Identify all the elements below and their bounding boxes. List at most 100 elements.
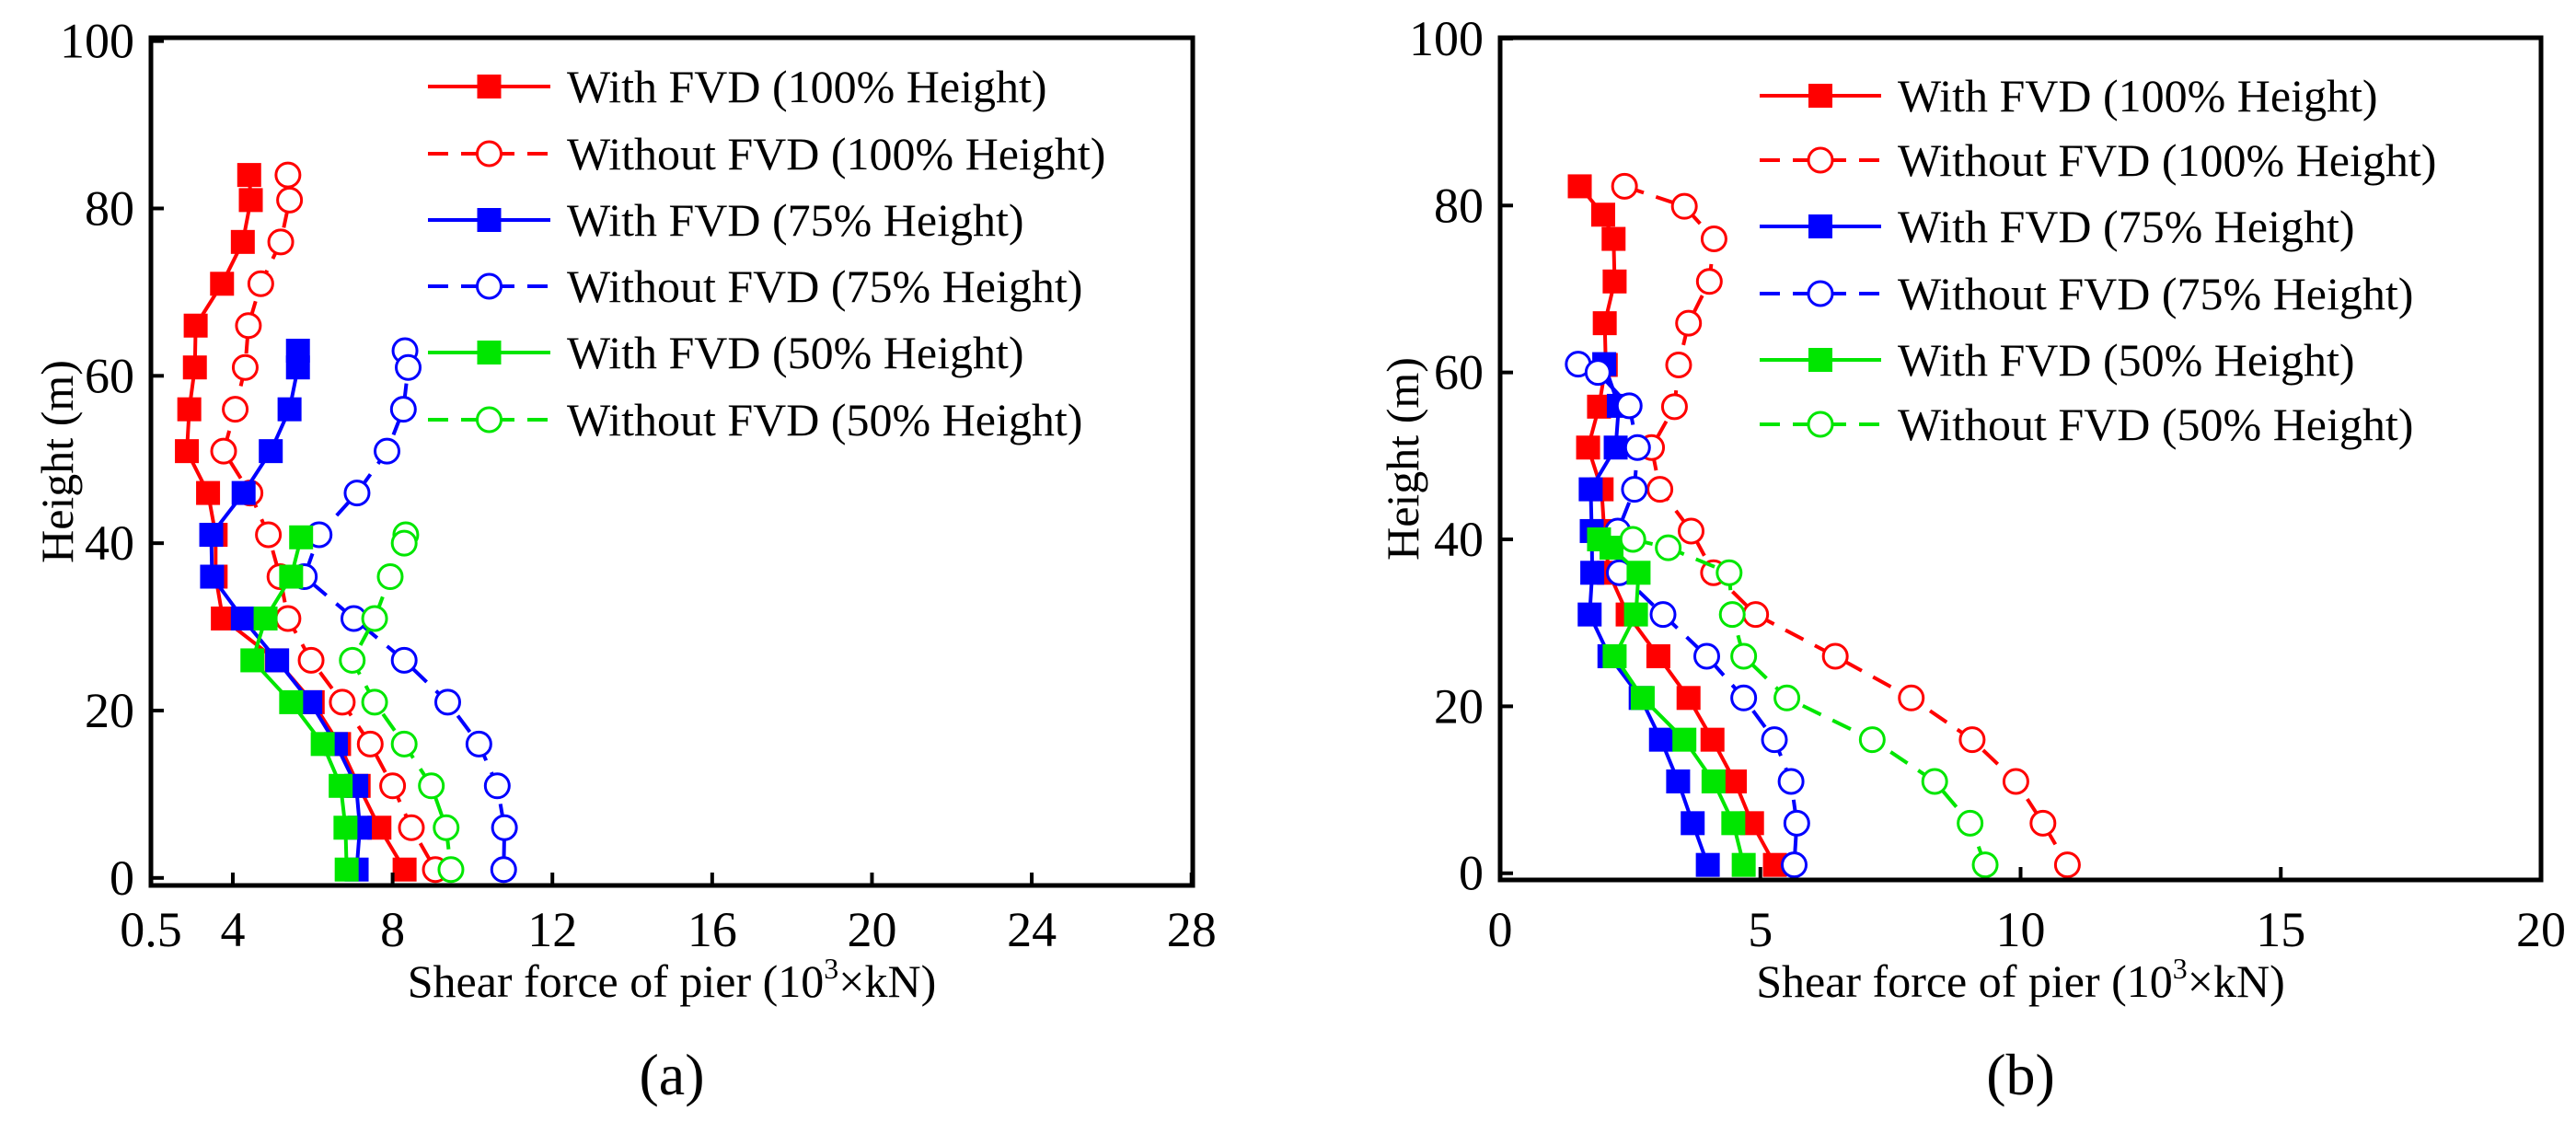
y-tick-label: 40 [85, 515, 134, 571]
legend-marker [1807, 146, 1834, 174]
data-point [1695, 852, 1720, 877]
legend-label: With FVD (100% Height) [567, 61, 1047, 112]
data-point [276, 186, 304, 214]
data-point [222, 396, 249, 423]
data-point [1603, 435, 1628, 460]
series-without-fvd-75-height- [291, 337, 518, 884]
data-point [230, 606, 255, 630]
x-tick-label: 0.5 [120, 902, 182, 957]
legend-label: With FVD (75% Height) [1898, 201, 2355, 252]
data-point [274, 605, 302, 632]
chart-panel-b: With FVD (100% Height) Without FVD (100% … [1377, 11, 2566, 1107]
data-point [297, 646, 325, 674]
x-axis-label: Shear force of pier (103×kN) [408, 952, 937, 1007]
legend-marker [1808, 348, 1832, 372]
y-axis-label: Height (m) [1377, 357, 1428, 561]
y-tick-label: 20 [85, 683, 134, 738]
data-point [433, 688, 461, 716]
data-point [175, 439, 200, 464]
legend-marker [1807, 280, 1834, 307]
data-point [1777, 768, 1805, 795]
data-point [1646, 476, 1674, 503]
data-point [2053, 851, 2081, 879]
data-point [1742, 601, 1770, 629]
y-tick-label: 20 [1434, 678, 1484, 734]
data-point [277, 397, 302, 422]
data-point [238, 188, 263, 213]
data-point [279, 564, 304, 589]
y-tick-label: 40 [1434, 512, 1484, 567]
legend-marker [477, 208, 502, 232]
x-axis-label-main: Shear force of pier (10 [1756, 955, 2173, 1007]
legend-label: Without FVD (50% Height) [1898, 399, 2413, 450]
x-axis-label-exponent: 3 [2173, 952, 2188, 985]
data-point [200, 564, 225, 589]
data-point [253, 606, 278, 630]
data-point [491, 814, 518, 841]
data-point [433, 814, 460, 841]
data-point [1701, 769, 1726, 793]
data-point [390, 646, 418, 674]
y-tick-label: 0 [110, 850, 134, 906]
y-tick-label: 60 [1434, 345, 1484, 400]
series-without-fvd-75-height- [1565, 351, 1810, 879]
data-point [1630, 686, 1655, 711]
legend-marker [476, 140, 502, 168]
legend-label: With FVD (100% Height) [1898, 70, 2378, 121]
data-point [392, 857, 417, 882]
legend-marker [1808, 84, 1832, 108]
x-axis-label-unit: ×kN) [2188, 955, 2285, 1007]
x-tick-label: 5 [1748, 902, 1773, 957]
plot-frame [148, 35, 1196, 888]
x-tick-label: 8 [380, 902, 405, 957]
data-point [255, 521, 283, 549]
data-point [1678, 517, 1705, 545]
data-point [1681, 811, 1705, 836]
data-point [1665, 351, 1692, 378]
data-point [1971, 851, 1999, 879]
data-point [310, 732, 335, 757]
data-point [1700, 727, 1725, 752]
data-point [1730, 684, 1758, 711]
data-point [183, 313, 208, 338]
data-point [1623, 434, 1651, 461]
y-tick-label: 0 [1459, 846, 1484, 901]
data-point [231, 353, 259, 381]
series-line [1632, 538, 1987, 866]
data-point [1723, 769, 1748, 793]
data-point [1693, 642, 1721, 670]
data-point [1773, 684, 1801, 711]
x-axis-label-main: Shear force of pier (10 [408, 955, 825, 1007]
panel-label: (a) [639, 1042, 704, 1107]
data-point [1602, 269, 1627, 294]
data-point [1660, 393, 1688, 421]
x-axis-label-unit: ×kN) [838, 955, 936, 1007]
data-point [1921, 768, 1948, 795]
legend-label: Without FVD (75% Height) [567, 260, 1082, 312]
data-point [329, 773, 353, 798]
data-point [1619, 526, 1646, 553]
data-point [231, 480, 256, 505]
data-point [2002, 768, 2029, 795]
data-point [1676, 686, 1701, 711]
data-point [1615, 392, 1643, 420]
data-point [285, 355, 310, 380]
data-point [1761, 726, 1788, 754]
data-point [356, 730, 384, 758]
data-point [1576, 435, 1600, 460]
data-point [199, 523, 224, 548]
legend-label: Without FVD (100% Height) [1898, 134, 2436, 186]
series-without-fvd-50-height- [339, 521, 465, 884]
data-point [374, 437, 401, 465]
legend-label: Without FVD (100% Height) [567, 128, 1105, 179]
data-point [247, 270, 274, 297]
data-point [1666, 769, 1691, 793]
data-point [1590, 202, 1615, 227]
legend-marker [1808, 214, 1832, 238]
data-point [1821, 642, 1849, 670]
data-point [1700, 226, 1727, 253]
data-point [1578, 477, 1603, 502]
series-without-fvd-100-height- [210, 161, 449, 884]
data-point [361, 688, 388, 716]
